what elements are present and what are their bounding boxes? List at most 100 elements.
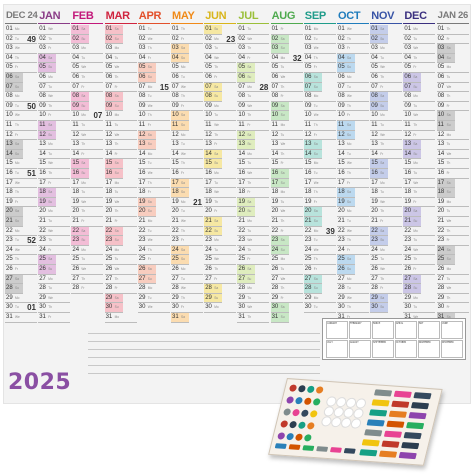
- day-cell[interactable]: 25 Sa: [337, 255, 355, 265]
- day-cell[interactable]: 12 Sa: [137, 130, 156, 141]
- day-cell[interactable]: 12 We: [370, 131, 403, 141]
- day-cell[interactable]: 03 Mo: [71, 44, 104, 54]
- day-cell[interactable]: 27 Fr: [204, 275, 237, 285]
- day-cell[interactable]: 28 We: [436, 284, 469, 294]
- day-cell[interactable]: 25 Tu: [71, 255, 104, 265]
- day-cell[interactable]: 10 Fr: [38, 111, 71, 121]
- day-cell[interactable]: 05 Th: [204, 63, 237, 73]
- day-cell[interactable]: 12 Mo: [436, 131, 469, 141]
- day-cell[interactable]: 30 Tu: [303, 303, 336, 313]
- day-cell[interactable]: 07 Mo 15: [137, 83, 170, 93]
- day-cell[interactable]: 16 Su: [370, 169, 389, 179]
- day-cell[interactable]: 17 Tu: [204, 179, 237, 189]
- day-cell[interactable]: 09 We: [237, 102, 270, 112]
- day-cell[interactable]: 28 Sa: [204, 284, 223, 294]
- day-cell[interactable]: 01 Fr: [270, 25, 303, 35]
- day-cell[interactable]: 19 Mo: [436, 198, 469, 208]
- day-cell[interactable]: 16 Su: [104, 169, 123, 179]
- day-cell[interactable]: 13 Tu: [436, 140, 469, 150]
- day-cell[interactable]: 11 Fr: [237, 121, 270, 131]
- day-cell[interactable]: 30 Fr: [436, 303, 469, 313]
- day-cell[interactable]: 03 Mo: [370, 44, 403, 54]
- day-cell[interactable]: 21 We: [436, 217, 469, 227]
- day-cell[interactable]: 16 Tu 51: [5, 169, 37, 179]
- day-cell[interactable]: 20 Th: [370, 207, 403, 217]
- day-cell[interactable]: 26 Mo: [171, 265, 203, 275]
- day-cell[interactable]: 05 Fr: [5, 63, 37, 73]
- day-cell[interactable]: 26 Su: [337, 265, 355, 275]
- day-cell[interactable]: 09 Su: [71, 101, 90, 112]
- day-cell[interactable]: 11 We: [204, 121, 237, 131]
- day-cell[interactable]: 18 We: [204, 188, 237, 198]
- day-cell[interactable]: 02 We: [237, 35, 270, 45]
- day-cell[interactable]: 27 Su: [137, 274, 156, 285]
- day-cell[interactable]: 10 Th: [237, 111, 270, 121]
- day-cell[interactable]: 25 Th: [5, 255, 37, 265]
- day-cell[interactable]: 27 Mo: [337, 275, 369, 285]
- day-cell[interactable]: 06 Su: [237, 73, 256, 83]
- day-cell[interactable]: 11 Th: [303, 121, 336, 131]
- day-cell[interactable]: 09 Mo: [204, 102, 237, 112]
- day-cell[interactable]: 08 We: [38, 92, 71, 102]
- day-cell[interactable]: 18 Th: [5, 188, 37, 198]
- day-cell[interactable]: 16 We: [137, 169, 170, 179]
- day-cell[interactable]: 17 We: [303, 179, 336, 189]
- day-cell[interactable]: 02 Fr: [436, 35, 469, 45]
- day-cell[interactable]: 27 Th: [71, 275, 104, 285]
- day-cell[interactable]: 18 Tu: [71, 188, 104, 198]
- day-cell[interactable]: 15 We: [38, 159, 71, 169]
- day-cell[interactable]: 07 Su: [5, 82, 23, 93]
- day-cell[interactable]: 10 Th: [137, 111, 170, 121]
- day-cell[interactable]: 13 Fr: [204, 140, 237, 150]
- day-cell[interactable]: 12 Fr: [5, 131, 37, 141]
- day-cell[interactable]: 08 Tu: [237, 92, 270, 102]
- day-cell[interactable]: 07 Tu: [38, 83, 71, 93]
- day-cell[interactable]: 08 Fr: [270, 92, 303, 102]
- day-cell[interactable]: 24 Fr: [38, 246, 71, 256]
- day-cell[interactable]: 01 Sa: [370, 25, 389, 35]
- day-cell[interactable]: 11 Tu: [71, 121, 104, 131]
- day-cell[interactable]: 30 Tu: [403, 303, 436, 313]
- day-cell[interactable]: 24 Th: [237, 246, 270, 256]
- day-cell[interactable]: 10 Fr: [337, 111, 369, 121]
- day-cell[interactable]: 13 Mo: [38, 140, 71, 150]
- day-cell[interactable]: 04 Tu: [71, 54, 104, 64]
- day-cell[interactable]: 19 We: [370, 198, 403, 208]
- day-cell[interactable]: 19 Th: [204, 198, 237, 208]
- day-cell[interactable]: 29 Th: [171, 294, 203, 304]
- day-cell[interactable]: 15 Fr: [270, 159, 303, 169]
- day-cell[interactable]: 11 Su: [436, 121, 455, 131]
- day-cell[interactable]: 18 Sa: [337, 188, 355, 198]
- day-cell[interactable]: 15 Sa: [370, 159, 389, 169]
- day-cell[interactable]: 03 We: [5, 44, 37, 54]
- day-cell[interactable]: 02 Mo 23: [204, 35, 237, 45]
- day-cell[interactable]: 22 Th: [436, 227, 469, 237]
- day-cell[interactable]: 17 Sa: [436, 178, 455, 189]
- day-cell[interactable]: 06 Sa: [303, 73, 322, 83]
- day-cell[interactable]: 14 Fr: [370, 150, 403, 160]
- day-cell[interactable]: 02 Th: [337, 35, 369, 45]
- day-cell[interactable]: 17 We: [5, 179, 37, 189]
- day-cell[interactable]: 02 Fr: [171, 35, 203, 45]
- day-cell[interactable]: 23 Mo: [204, 236, 237, 246]
- day-cell[interactable]: 20 We: [270, 207, 303, 217]
- day-cell[interactable]: 20 Mo: [337, 207, 369, 217]
- day-cell[interactable]: 25 Fr: [237, 255, 270, 265]
- day-cell[interactable]: 23 Th: [337, 236, 369, 246]
- day-cell[interactable]: 08 Sa: [104, 92, 123, 102]
- day-cell[interactable]: 06 Su: [137, 73, 156, 83]
- day-cell[interactable]: 16 Tu: [403, 169, 436, 179]
- day-cell[interactable]: 08 Sa: [71, 92, 90, 102]
- day-cell[interactable]: 05 Mo: [436, 63, 469, 73]
- day-cell[interactable]: 05 Fr: [403, 63, 436, 73]
- day-cell[interactable]: 08 Sa: [370, 92, 389, 102]
- day-cell[interactable]: 05 Sa: [137, 63, 156, 73]
- day-cell[interactable]: 26 Mo: [436, 265, 469, 275]
- day-cell[interactable]: 09 We: [137, 102, 170, 112]
- day-cell[interactable]: 20 Su: [237, 207, 256, 217]
- day-cell[interactable]: 24 We: [403, 246, 436, 256]
- day-cell[interactable]: 06 Mo: [337, 73, 369, 83]
- day-cell[interactable]: 24 Th: [137, 246, 170, 256]
- day-cell[interactable]: 07 Fr: [370, 83, 403, 93]
- day-cell[interactable]: 20 Sa: [303, 207, 322, 217]
